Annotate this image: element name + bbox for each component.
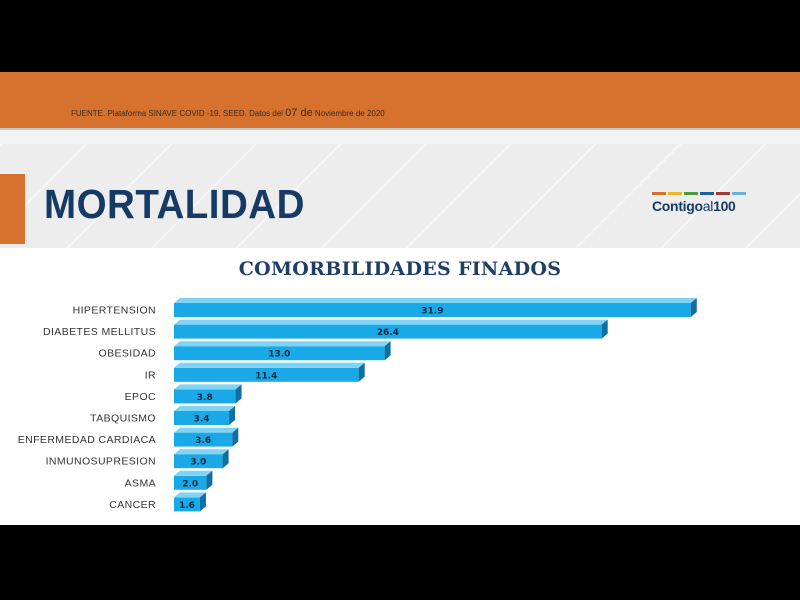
bar-group: INMUNOSUPRESION 3.0 xyxy=(46,449,229,469)
bar-side-face xyxy=(222,449,229,469)
category-label: IR xyxy=(145,369,156,381)
bar-top-face xyxy=(174,298,697,303)
data-label: 3.8 xyxy=(197,393,213,403)
bar-side-face xyxy=(601,319,608,339)
category-label: INMUNOSUPRESION xyxy=(46,456,156,468)
category-label: OBESIDAD xyxy=(99,348,156,360)
bar xyxy=(174,324,602,339)
bar-side-face xyxy=(384,341,391,361)
slide: FUENTE. Plataforma SINAVE COVID -19, SEE… xyxy=(0,72,800,525)
bar-group: EPOC 3.8 xyxy=(125,384,242,404)
bar-group: ASMA 2.0 xyxy=(125,470,213,490)
contigo-logo: Contigoal100 xyxy=(652,192,750,218)
chart-title: COMORBILIDADES FINADOS xyxy=(238,258,562,280)
bar-top-face xyxy=(174,427,239,433)
bar-top-face xyxy=(174,406,236,411)
header-band: FUENTE. Plataforma SINAVE COVID -19, SEE… xyxy=(0,72,800,130)
bar-top-face xyxy=(174,384,242,390)
logo-text-num: 100 xyxy=(713,198,736,214)
data-label: 26.4 xyxy=(377,328,399,338)
bar xyxy=(174,346,385,361)
bar-side-face xyxy=(232,427,239,447)
source-date-big: 07 de xyxy=(285,107,313,119)
logo-text-main: Contigo xyxy=(652,198,703,214)
category-label: TABQUISMO xyxy=(90,413,156,425)
source-date-rest: Noviembre de 2020 xyxy=(314,109,385,118)
data-label: 13.0 xyxy=(268,350,290,360)
bar xyxy=(174,389,236,404)
bar-group: ENFERMEDAD CARDIACA 3.6 xyxy=(18,427,239,447)
logo-bar-segment xyxy=(716,192,730,195)
category-label: DIABETES MELLITUS xyxy=(43,326,156,338)
page-title: MORTALIDAD xyxy=(44,181,305,227)
category-label: HIPERTENSION xyxy=(73,305,156,317)
bar-chart: HIPERTENSION 31.9 DIABETES MELLITUS 26.4 OBE… xyxy=(18,298,697,512)
data-label: 3.0 xyxy=(190,458,206,468)
data-label: 31.9 xyxy=(421,307,443,317)
bar xyxy=(174,432,233,447)
bar-group: TABQUISMO 3.4 xyxy=(90,406,236,425)
bar-top-face xyxy=(174,362,365,368)
bar-group: OBESIDAD 13.0 xyxy=(99,341,391,361)
bar-side-face xyxy=(358,362,365,382)
bar-side-face xyxy=(690,298,697,317)
bar-top-face xyxy=(174,341,391,347)
category-label: ASMA xyxy=(125,477,156,489)
data-label: 3.4 xyxy=(194,415,210,425)
bar xyxy=(174,497,200,512)
bar-side-face xyxy=(229,406,236,425)
logo-bar-segment xyxy=(700,192,714,195)
bar-side-face xyxy=(235,384,242,404)
bar xyxy=(174,303,691,317)
chart-area: COMORBILIDADES FINADOS HIPERTENSION 31.9 D… xyxy=(0,248,800,525)
category-label: EPOC xyxy=(125,391,156,403)
title-strip xyxy=(0,144,800,248)
source-note: FUENTE. Plataforma SINAVE COVID -19, SEE… xyxy=(71,107,385,119)
logo-text: Contigoal100 xyxy=(652,198,750,214)
bar xyxy=(174,454,223,469)
bar xyxy=(174,475,207,490)
bar-group: HIPERTENSION 31.9 xyxy=(73,298,697,317)
category-label: CANCER xyxy=(109,499,156,511)
orange-accent-tab xyxy=(0,174,25,244)
bar-side-face xyxy=(199,492,206,512)
logo-color-bars xyxy=(652,192,748,195)
bar-top-face xyxy=(174,492,206,498)
bar-top-face xyxy=(174,449,229,455)
bar-top-face xyxy=(174,319,608,325)
bar xyxy=(174,411,230,425)
bar xyxy=(174,367,359,382)
logo-bar-segment xyxy=(668,192,682,195)
logo-text-mid: al xyxy=(702,198,714,214)
bar-group: CANCER 1.6 xyxy=(109,492,206,512)
data-label: 2.0 xyxy=(182,479,198,489)
bar-group: IR 11.4 xyxy=(145,362,365,382)
data-label: 11.4 xyxy=(255,371,277,381)
category-label: ENFERMEDAD CARDIACA xyxy=(18,434,156,446)
data-label: 3.6 xyxy=(195,436,211,446)
logo-bar-segment xyxy=(684,192,698,195)
bar-group: DIABETES MELLITUS 26.4 xyxy=(43,319,608,339)
data-label: 1.6 xyxy=(179,501,195,511)
logo-bar-segment xyxy=(652,192,666,195)
logo-bar-segment xyxy=(732,192,746,195)
bar-top-face xyxy=(174,470,213,476)
bar-side-face xyxy=(206,470,213,490)
source-text: FUENTE. Plataforma SINAVE COVID -19, SEE… xyxy=(71,109,283,118)
